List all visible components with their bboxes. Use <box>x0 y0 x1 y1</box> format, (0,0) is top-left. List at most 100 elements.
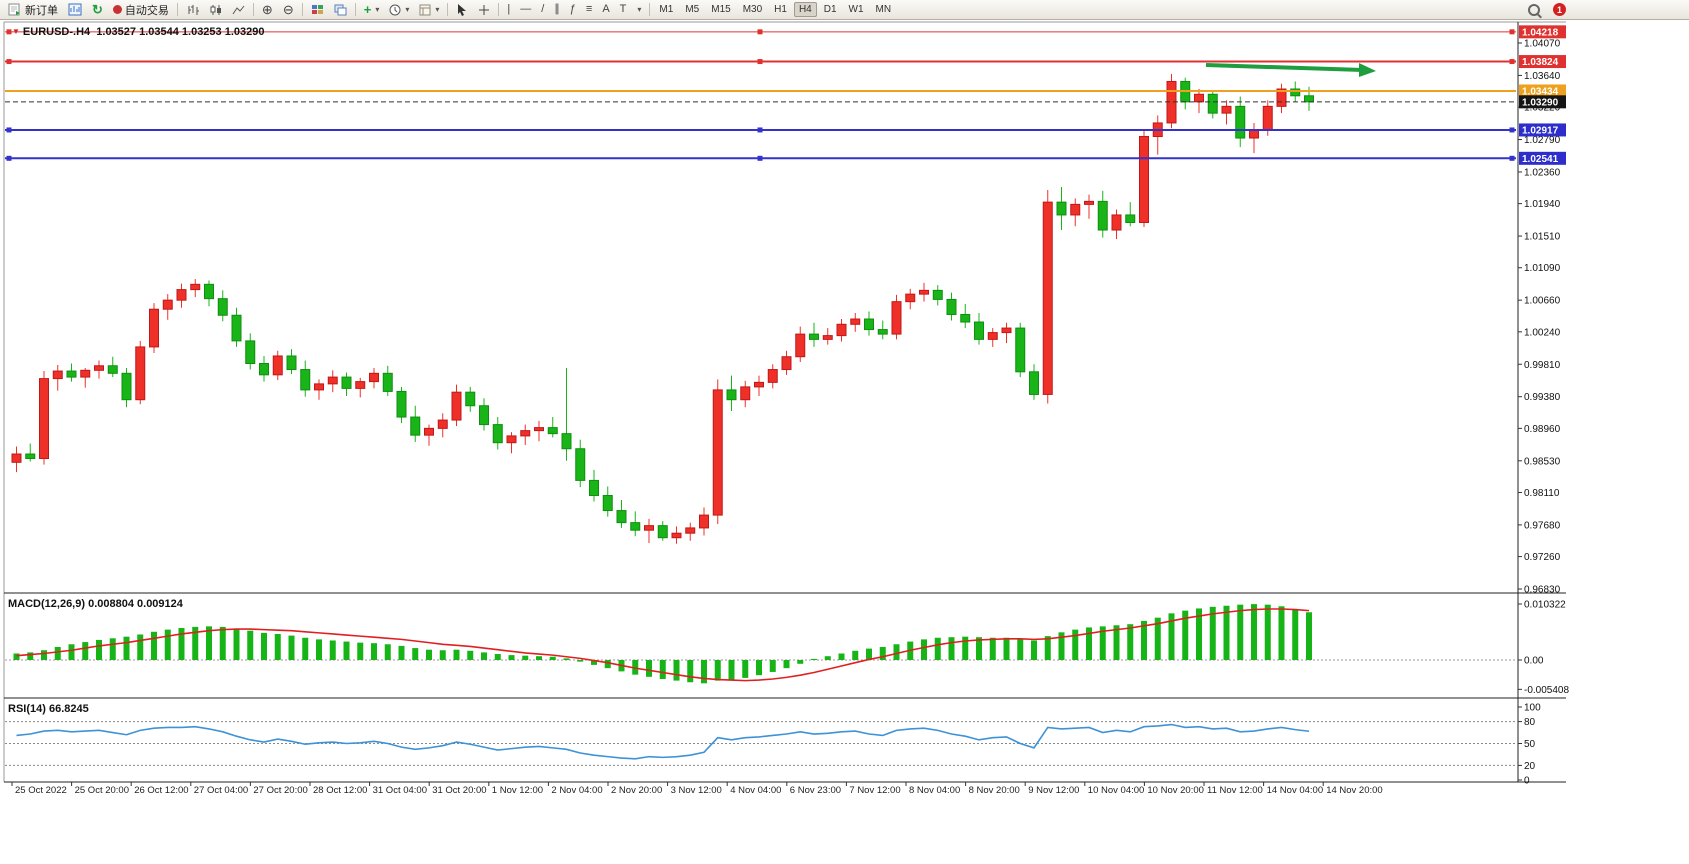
macd-bar <box>1251 604 1257 660</box>
candle <box>974 321 984 340</box>
line-handle[interactable] <box>1509 127 1515 133</box>
macd-bar <box>536 656 542 660</box>
arrow-annotation[interactable] <box>1205 63 1364 72</box>
timeframe-button-M5[interactable]: M5 <box>685 4 700 15</box>
channel-button[interactable]: ∥ <box>550 1 564 19</box>
time-label: 14 Nov 20:00 <box>1326 785 1383 796</box>
macd-bar <box>1058 632 1065 660</box>
chart-area[interactable]: ▼ EURUSD-.H4 1.03527 1.03544 1.03253 1.03… <box>0 20 1689 864</box>
chart-window-icon <box>68 3 82 16</box>
trendline-button[interactable]: / <box>537 1 548 19</box>
cursor-button[interactable] <box>452 1 472 19</box>
arrow-head-icon[interactable] <box>1359 63 1376 77</box>
candle <box>740 386 751 401</box>
fibonacci-button[interactable]: ƒ <box>566 1 580 19</box>
time-label: 10 Nov 04:00 <box>1088 785 1145 796</box>
price-scale-label: 1.02790 <box>1524 135 1561 146</box>
price-badge-label: 1.03434 <box>1522 86 1559 97</box>
toolbar: 新订单 ↻ 自动交易 <box>0 0 1689 20</box>
line-handle[interactable] <box>6 155 12 161</box>
candle <box>410 416 421 436</box>
line-handle[interactable] <box>6 59 12 65</box>
grid-button[interactable]: ≡ <box>582 1 596 19</box>
price-badge-label: 1.02541 <box>1522 154 1559 165</box>
notification-badge[interactable]: 1 <box>1553 3 1566 16</box>
time-label: 2 Nov 20:00 <box>611 785 662 796</box>
zoom-in-button[interactable]: ⊕ <box>258 1 277 19</box>
candle <box>341 376 352 389</box>
line-chart-button[interactable] <box>228 1 249 19</box>
line-handle[interactable] <box>757 29 763 35</box>
line-handle[interactable] <box>1509 29 1515 35</box>
rsi-line <box>16 723 1310 760</box>
line-handle[interactable] <box>757 59 763 65</box>
time-label: 11 Nov 12:00 <box>1207 785 1263 796</box>
candle <box>451 391 462 421</box>
chart-window-button[interactable] <box>64 1 86 19</box>
timeframe-button-H4[interactable]: H4 <box>793 2 817 17</box>
line-handle[interactable] <box>1509 59 1515 65</box>
timeframe-button-M15[interactable]: M15 <box>711 4 731 15</box>
macd-signal-line <box>16 608 1310 682</box>
candle <box>39 378 49 460</box>
price-badge <box>1519 25 1566 39</box>
toolbar-separator <box>354 3 356 16</box>
line-handle[interactable] <box>757 155 763 161</box>
candle <box>1070 203 1081 216</box>
candle <box>176 289 187 301</box>
macd-bar <box>659 660 666 679</box>
candle <box>864 318 874 331</box>
auto-trading-button[interactable]: 自动交易 <box>109 1 173 19</box>
candle <box>836 323 847 337</box>
line-handle[interactable] <box>6 29 12 35</box>
search-icon <box>1528 3 1540 16</box>
time-label: 31 Oct 04:00 <box>373 785 427 796</box>
cascade-windows-button[interactable] <box>330 1 351 19</box>
macd-bar <box>646 660 652 677</box>
templates-button[interactable]: ▾ <box>415 1 443 19</box>
timeframe-button-H1[interactable]: H1 <box>774 4 787 15</box>
candle <box>561 433 572 450</box>
price-scale-label: 1.04070 <box>1524 39 1561 50</box>
candle-chart-button[interactable] <box>205 1 226 19</box>
crosshair-button[interactable] <box>474 1 494 19</box>
macd-bar <box>426 649 432 660</box>
zoom-out-icon: ⊖ <box>282 2 294 17</box>
chart-canvas[interactable]: 1.040701.036401.032201.027901.023601.019… <box>0 20 1689 864</box>
macd-bar <box>412 648 419 660</box>
timeframe-button-M1[interactable]: M1 <box>659 4 674 15</box>
timeframe-button-MN[interactable]: MN <box>875 4 892 15</box>
macd-bar <box>1086 627 1092 660</box>
timeframe-button-M30[interactable]: M30 <box>742 4 763 15</box>
shapes-button[interactable]: ▾ <box>632 1 645 19</box>
vertical-line-button[interactable]: | <box>503 1 514 19</box>
periods-button[interactable]: ▾ <box>385 1 413 19</box>
grid-icon: ≡ <box>585 3 593 15</box>
time-label: 27 Oct 20:00 <box>253 785 307 796</box>
timeframe-button-D1[interactable]: D1 <box>823 4 837 15</box>
new-order-button[interactable]: 新订单 <box>4 1 62 19</box>
candle <box>327 376 338 385</box>
tile-windows-button[interactable] <box>307 1 328 19</box>
macd-bar <box>728 660 735 680</box>
profile-button[interactable]: ↻ <box>88 1 107 19</box>
indicators-button[interactable]: + ▾ <box>360 1 384 19</box>
timeframe-button-W1[interactable]: W1 <box>848 4 864 15</box>
zoom-out-button[interactable]: ⊖ <box>279 1 298 19</box>
search-button[interactable] <box>1524 1 1544 19</box>
line-handle[interactable] <box>1509 155 1515 161</box>
macd-bar <box>783 660 790 669</box>
price-scale-label: 0.96830 <box>1524 585 1561 596</box>
macd-bar <box>68 644 75 660</box>
text-button[interactable]: A <box>598 1 613 19</box>
macd-bar <box>976 637 982 660</box>
bar-chart-button[interactable] <box>182 1 203 19</box>
label-button[interactable]: T <box>616 1 631 19</box>
line-handle[interactable] <box>6 127 12 133</box>
candle <box>1015 327 1026 373</box>
candle <box>960 313 971 323</box>
horizontal-line-button[interactable]: — <box>516 1 535 19</box>
line-handle[interactable] <box>757 127 763 133</box>
new-order-label: 新订单 <box>25 4 58 17</box>
price-scale-label: 0.99810 <box>1524 360 1561 371</box>
